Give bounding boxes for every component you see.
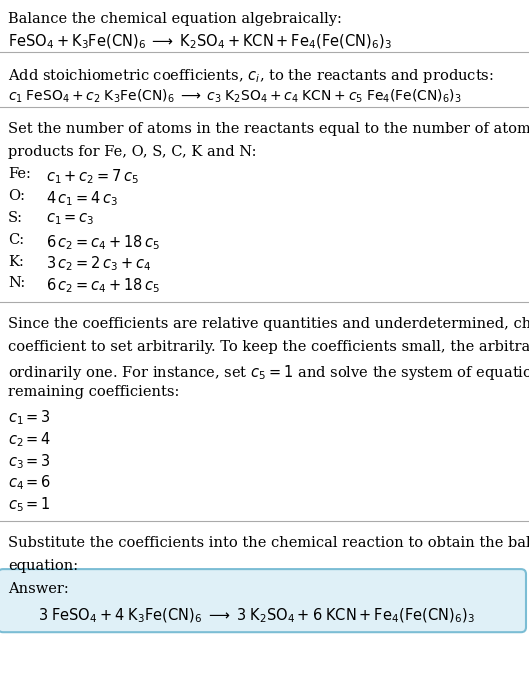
Text: N:: N: [8,276,25,291]
Text: Substitute the coefficients into the chemical reaction to obtain the balanced: Substitute the coefficients into the che… [8,536,529,550]
Text: $c_1 + c_2 = 7\,c_5$: $c_1 + c_2 = 7\,c_5$ [46,168,139,186]
Text: $\mathrm{FeSO_4 + K_3Fe(CN)_6 \;\longrightarrow\; K_2SO_4 + KCN + Fe_4(Fe(CN)_6): $\mathrm{FeSO_4 + K_3Fe(CN)_6 \;\longrig… [8,33,392,52]
Text: $c_1 = c_3$: $c_1 = c_3$ [46,211,95,227]
Text: $c_3 = 3$: $c_3 = 3$ [8,452,51,471]
Text: Set the number of atoms in the reactants equal to the number of atoms in the: Set the number of atoms in the reactants… [8,122,529,136]
Text: Since the coefficients are relative quantities and underdetermined, choose a: Since the coefficients are relative quan… [8,317,529,331]
Text: products for Fe, O, S, C, K and N:: products for Fe, O, S, C, K and N: [8,145,257,159]
Text: $6\,c_2 = c_4 + 18\,c_5$: $6\,c_2 = c_4 + 18\,c_5$ [46,276,160,295]
Text: $c_2 = 4$: $c_2 = 4$ [8,430,51,449]
Text: $3\;\mathrm{FeSO_4} + 4\;\mathrm{K_3Fe(CN)_6} \;\longrightarrow\; 3\;\mathrm{K_2: $3\;\mathrm{FeSO_4} + 4\;\mathrm{K_3Fe(C… [38,607,475,624]
Text: coefficient to set arbitrarily. To keep the coefficients small, the arbitrary va: coefficient to set arbitrarily. To keep … [8,340,529,354]
Text: S:: S: [8,211,23,225]
Text: equation:: equation: [8,559,78,573]
Text: remaining coefficients:: remaining coefficients: [8,385,179,399]
Text: Add stoichiometric coefficients, $c_i$, to the reactants and products:: Add stoichiometric coefficients, $c_i$, … [8,67,494,85]
Text: $c_5 = 1$: $c_5 = 1$ [8,495,51,514]
Text: Answer:: Answer: [8,582,69,596]
Text: $3\,c_2 = 2\,c_3 + c_4$: $3\,c_2 = 2\,c_3 + c_4$ [46,255,151,273]
Text: $c_1 = 3$: $c_1 = 3$ [8,408,51,427]
Text: O:: O: [8,189,25,203]
Text: C:: C: [8,233,24,247]
Text: ordinarily one. For instance, set $c_5 = 1$ and solve the system of equations fo: ordinarily one. For instance, set $c_5 =… [8,363,529,382]
Text: K:: K: [8,255,24,269]
Text: $4\,c_1 = 4\,c_3$: $4\,c_1 = 4\,c_3$ [46,189,118,208]
Text: $c_1\;\mathrm{FeSO_4} + c_2\;\mathrm{K_3Fe(CN)_6} \;\longrightarrow\; c_3\;\math: $c_1\;\mathrm{FeSO_4} + c_2\;\mathrm{K_3… [8,88,462,105]
Text: $c_4 = 6$: $c_4 = 6$ [8,473,51,493]
Text: $6\,c_2 = c_4 + 18\,c_5$: $6\,c_2 = c_4 + 18\,c_5$ [46,233,160,251]
Text: Fe:: Fe: [8,168,31,181]
FancyBboxPatch shape [0,569,526,632]
Text: Balance the chemical equation algebraically:: Balance the chemical equation algebraica… [8,12,342,26]
